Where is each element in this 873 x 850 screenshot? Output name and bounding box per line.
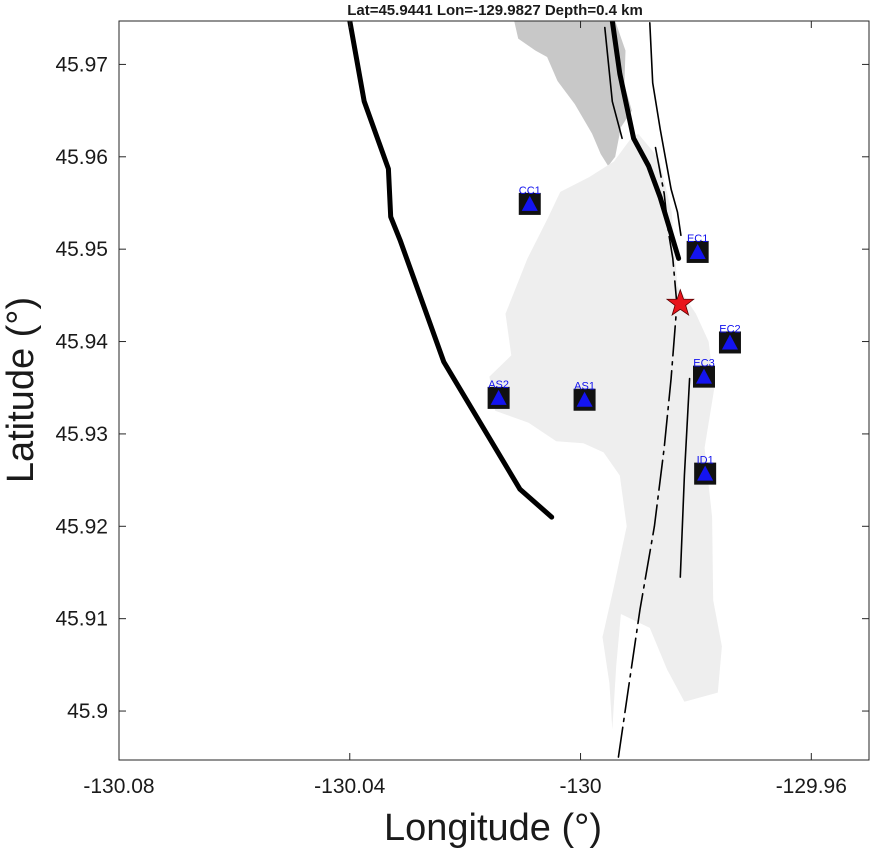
- station-label: EC3: [693, 358, 714, 370]
- x-tick-label: -130: [560, 775, 602, 798]
- station-triangle-icon: [490, 389, 507, 405]
- fault-line-thin-2: [603, 26, 623, 140]
- station-triangle-icon: [521, 195, 538, 211]
- lava-flow-dark-0: [514, 21, 632, 166]
- lava-flow-light-1: [489, 133, 722, 730]
- station-ec1: EC1: [686, 233, 709, 263]
- y-axis: 45.9 45.91 45.92 45.93 45.94 45.95 45.96 45.97: [55, 53, 869, 723]
- plot-title: Lat=45.9441 Lon=-129.9827 Depth=0.4 km: [347, 2, 643, 19]
- fault-line-thin-3: [648, 21, 682, 237]
- station-label: CC1: [519, 185, 541, 197]
- station-triangle-icon: [697, 465, 714, 481]
- fault-line-layer: [347, 21, 691, 760]
- station-as2: AS2: [487, 379, 510, 409]
- y-tick-label: 45.97: [55, 53, 108, 76]
- y-tick-label: 45.96: [55, 146, 108, 169]
- y-axis-label: Latitude (°): [0, 297, 42, 483]
- y-tick-label: 45.95: [55, 238, 108, 261]
- lava-flow-layer: [489, 21, 722, 730]
- y-tick-label: 45.94: [55, 331, 108, 354]
- station-label: AS1: [574, 381, 595, 393]
- station-label: EC2: [719, 323, 740, 335]
- station-cc1: CC1: [519, 185, 541, 215]
- y-tick-label: 45.91: [55, 608, 108, 631]
- station-layer: CC1 EC1 EC2 EC3 AS2 AS1 ID1: [487, 185, 741, 485]
- y-tick-label: 45.92: [55, 515, 108, 538]
- fault-line-dashed-4: [617, 146, 678, 760]
- fault-line-thick-1: [609, 21, 682, 261]
- station-triangle-icon: [696, 368, 712, 384]
- fault-line-thick-0: [347, 21, 555, 520]
- x-tick-label: -130.08: [83, 775, 154, 798]
- y-tick-label: 45.9: [67, 700, 108, 723]
- station-ec2: EC2: [718, 323, 741, 354]
- x-tick-label: -129.96: [776, 775, 847, 798]
- station-id1: ID1: [694, 455, 717, 485]
- fault-line-thin-5: [679, 377, 691, 578]
- station-triangle-icon: [689, 243, 706, 259]
- event-layer: [665, 288, 695, 316]
- station-triangle-icon: [576, 391, 593, 407]
- station-ec3: EC3: [693, 358, 715, 388]
- station-label: EC1: [687, 233, 708, 245]
- plot-area-frame: [118, 20, 870, 761]
- x-axis-label: Longitude (°): [384, 807, 602, 849]
- y-tick-label: 45.93: [55, 423, 108, 446]
- x-axis: -130.08 -130.04 -130 -129.96: [83, 21, 847, 798]
- station-label: AS2: [488, 379, 509, 391]
- x-tick-label: -130.04: [314, 775, 386, 798]
- red-star-icon: [665, 288, 695, 316]
- station-as1: AS1: [573, 381, 596, 411]
- station-label: ID1: [697, 455, 714, 467]
- station-triangle-icon: [721, 334, 738, 350]
